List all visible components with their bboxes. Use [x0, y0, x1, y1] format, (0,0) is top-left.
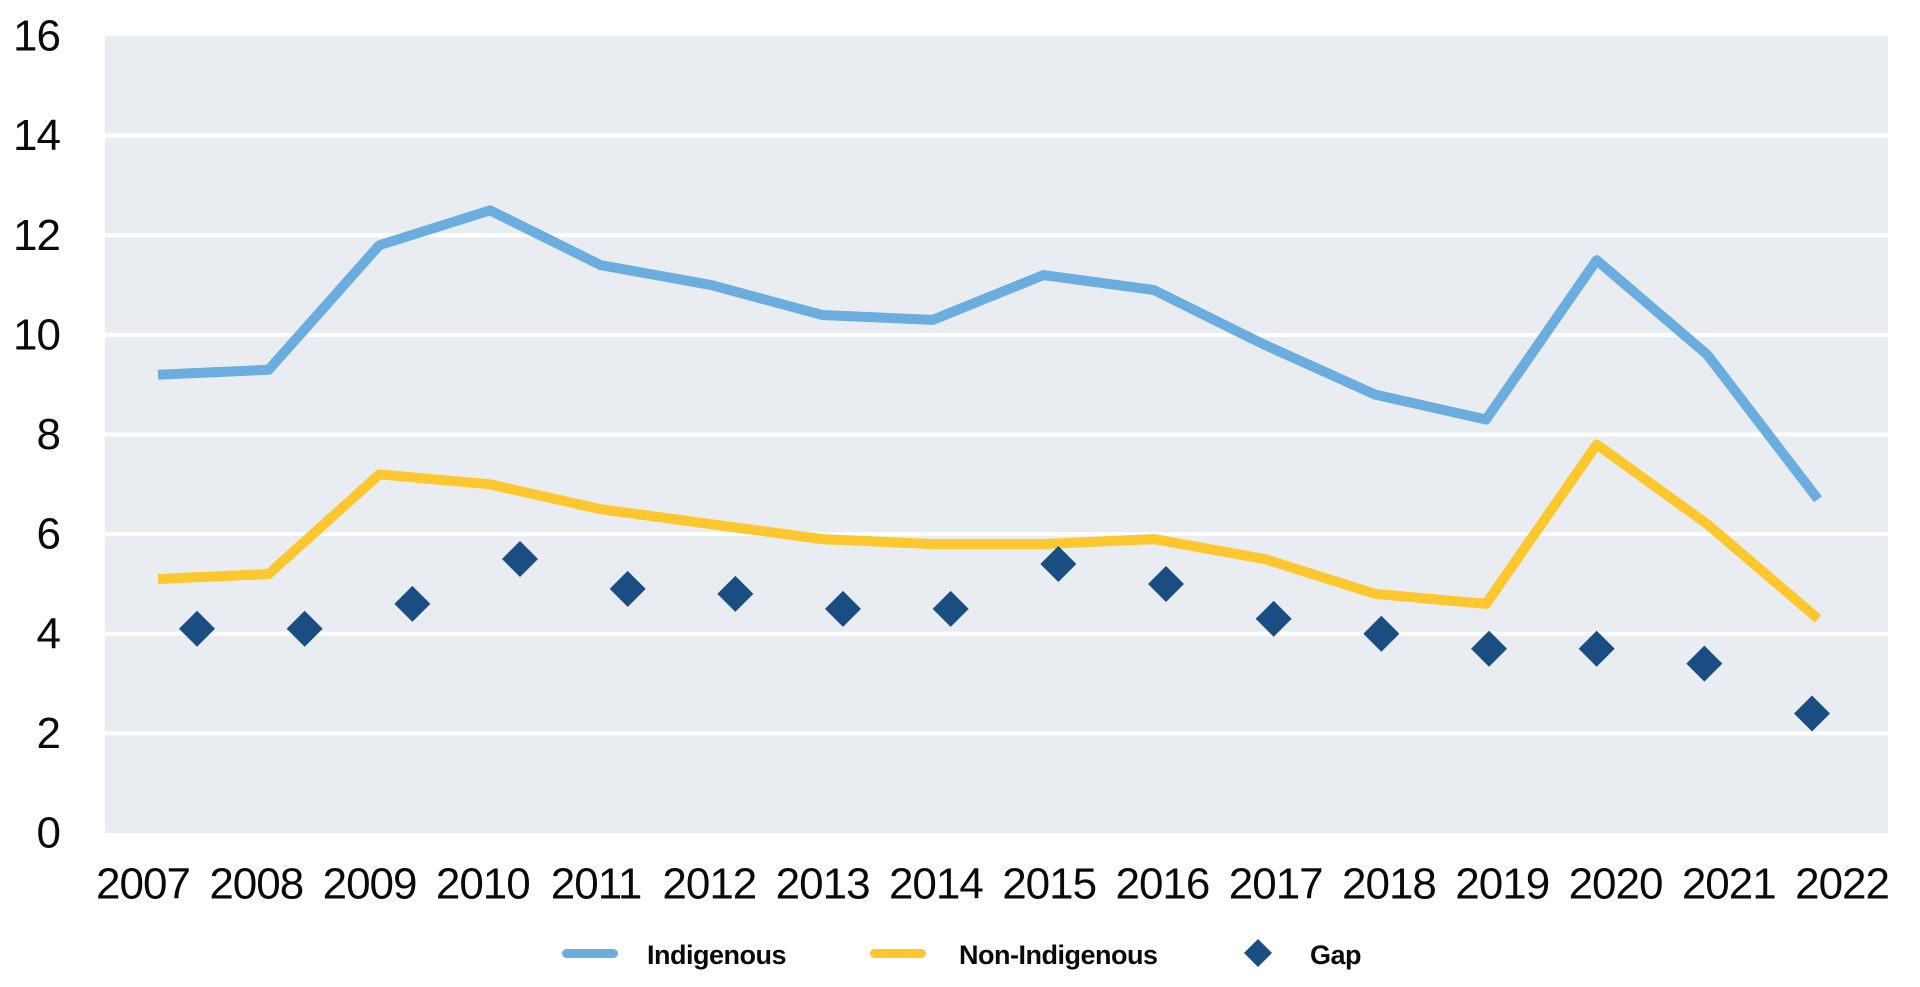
x-tick-label: 2017 [1229, 860, 1323, 909]
x-tick-label: 2022 [1795, 860, 1889, 909]
gap-diamond [286, 610, 323, 647]
series-indigenous-line [157, 205, 1822, 503]
x-tick-label: 2012 [662, 860, 756, 909]
x-tick-label: 2019 [1455, 860, 1549, 909]
x-axis-labels: 2007 2008 2009 2010 2011 2012 2013 2014 2015 2016… [96, 860, 1890, 909]
gap-diamond [394, 585, 431, 622]
x-tick-label: 2020 [1569, 860, 1663, 909]
gap-diamond [1040, 546, 1077, 583]
series-gap-points [179, 541, 1831, 732]
legend: Indigenous Non-Indigenous Gap [562, 939, 1362, 970]
gap-diamond [717, 575, 754, 612]
gap-diamond [1794, 695, 1831, 732]
legend-swatch-non-indigenous [870, 949, 926, 958]
x-tick-label: 2016 [1115, 860, 1209, 909]
legend-swatch-indigenous [562, 949, 618, 958]
gap-diamond [502, 541, 539, 578]
gridlines [105, 133, 1888, 736]
gap-diamond [932, 590, 969, 627]
y-tick-label: 2 [37, 709, 60, 758]
x-tick-label: 2011 [551, 860, 642, 909]
legend-item-gap: Gap [1244, 939, 1362, 970]
x-tick-label: 2015 [1002, 860, 1096, 909]
y-tick-label: 12 [13, 211, 60, 260]
y-tick-label: 14 [13, 111, 60, 160]
series-non-indigenous-line [157, 439, 1822, 623]
x-tick-label: 2010 [436, 860, 530, 909]
y-tick-label: 6 [37, 510, 60, 559]
legend-item-indigenous: Indigenous [562, 940, 787, 970]
x-tick-label: 2008 [209, 860, 303, 909]
legend-item-non-indigenous: Non-Indigenous [870, 940, 1158, 970]
x-tick-label: 2021 [1682, 860, 1776, 909]
y-tick-label: 16 [13, 12, 60, 61]
gap-diamond [1255, 600, 1292, 637]
legend-label-gap: Gap [1310, 940, 1361, 970]
x-tick-label: 2009 [323, 860, 417, 909]
y-tick-label: 8 [37, 410, 60, 459]
legend-swatch-gap [1244, 939, 1272, 967]
gap-diamond [825, 590, 862, 627]
gap-diamond [1471, 630, 1508, 667]
gap-diamond [1578, 630, 1615, 667]
y-tick-label: 0 [37, 809, 60, 858]
y-tick-label: 4 [37, 609, 61, 658]
gap-diamond [1363, 615, 1400, 652]
y-tick-label: 10 [13, 310, 60, 359]
x-tick-label: 2014 [889, 860, 983, 909]
x-tick-label: 2013 [776, 860, 870, 909]
x-tick-label: 2018 [1342, 860, 1436, 909]
gap-diamond [1148, 565, 1185, 602]
x-tick-label: 2007 [96, 860, 190, 909]
gap-diamond [1686, 645, 1723, 682]
y-axis-labels: 0 2 4 6 8 10 12 14 16 [13, 12, 61, 858]
legend-label-indigenous: Indigenous [647, 940, 786, 970]
gap-diamond [609, 570, 646, 607]
gap-diamond [179, 610, 215, 647]
legend-label-non-indigenous: Non-Indigenous [959, 940, 1157, 970]
